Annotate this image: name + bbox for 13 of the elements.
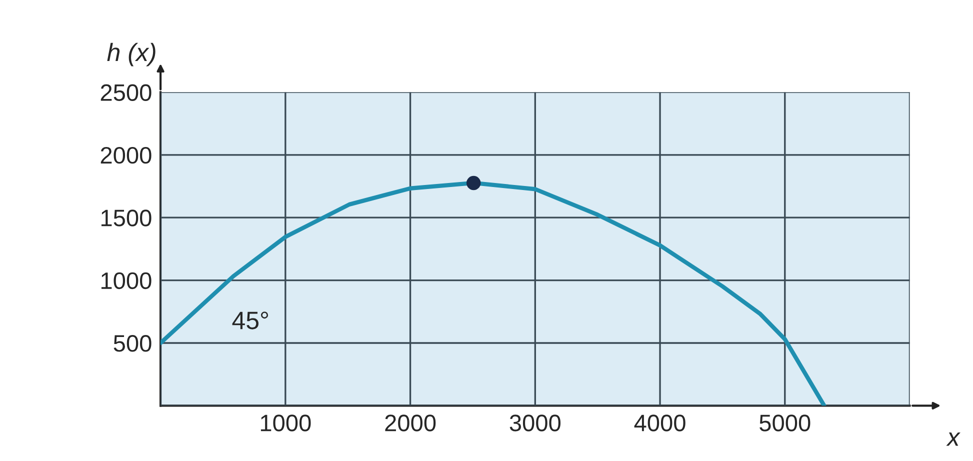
x-tick-label: 1000 bbox=[260, 414, 311, 432]
y-tick-label: 1500 bbox=[101, 210, 152, 226]
y-tick-label: 1000 bbox=[101, 272, 152, 290]
y-tick-label: 2000 bbox=[100, 146, 152, 164]
x-tick-label: 2000 bbox=[385, 414, 436, 432]
annotation: 45° bbox=[232, 312, 268, 330]
x-tick-label: 4000 bbox=[634, 414, 686, 432]
y-tick-label: 2500 bbox=[100, 84, 152, 101]
y-tick-label: 500 bbox=[114, 335, 152, 352]
x-tick-label: 3000 bbox=[510, 414, 560, 432]
y-axis-title: h (x) bbox=[107, 42, 156, 66]
x-tick-label: 5000 bbox=[760, 414, 810, 432]
x-axis-title: x bbox=[946, 432, 960, 446]
